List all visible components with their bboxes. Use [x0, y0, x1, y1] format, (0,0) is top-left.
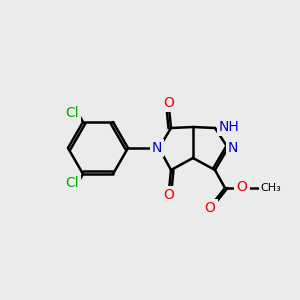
Text: CH₃: CH₃: [260, 183, 281, 193]
Text: NH: NH: [219, 120, 240, 134]
Text: Cl: Cl: [65, 106, 79, 120]
Text: N: N: [228, 141, 238, 155]
Text: Cl: Cl: [65, 176, 79, 190]
Text: O: O: [164, 96, 174, 110]
Text: O: O: [205, 201, 215, 215]
Text: O: O: [164, 188, 174, 202]
Text: O: O: [237, 180, 248, 194]
Text: N: N: [152, 141, 162, 155]
